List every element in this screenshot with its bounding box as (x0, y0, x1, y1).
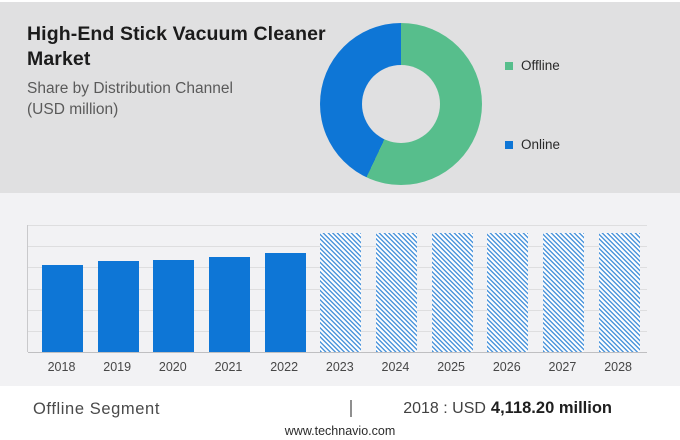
page-subtitle-line1: Share by Distribution Channel (27, 80, 233, 97)
page-subtitle-line2: (USD million) (27, 101, 119, 118)
x-tick-label-2025: 2025 (437, 360, 466, 374)
footer-value: 2018 : USD 4,118.20 million (403, 399, 612, 418)
page-title-line2: Market (27, 48, 91, 70)
bar-2022 (264, 253, 306, 352)
x-tick-label-2026: 2026 (492, 360, 521, 374)
footer-value-amount: 4,118.20 million (490, 399, 612, 417)
x-tick-label-2021: 2021 (214, 360, 243, 374)
x-tick-label-2027: 2027 (548, 360, 577, 374)
legend-item-offline: Offline (505, 58, 560, 73)
bar-2026-forecast (487, 233, 529, 352)
x-tick-label-2019: 2019 (103, 360, 132, 374)
x-tick-label-2022: 2022 (270, 360, 299, 374)
x-tick-label-2020: 2020 (158, 360, 187, 374)
page-title-line1: High-End Stick Vacuum Cleaner (27, 23, 326, 45)
x-tick-label-2023: 2023 (325, 360, 354, 374)
gridline (28, 225, 647, 226)
page-subtitle: Share by Distribution Channel (USD milli… (27, 78, 233, 120)
footer-value-prefix: 2018 : USD (403, 400, 486, 417)
bar-2024-forecast (375, 233, 417, 352)
x-tick-label-2018: 2018 (47, 360, 76, 374)
bar-2019 (97, 261, 139, 352)
online-swatch-icon (505, 140, 513, 149)
bar-2018 (42, 264, 83, 352)
page-title: High-End Stick Vacuum Cleaner Market (27, 22, 326, 72)
bar-chart-plot (27, 225, 647, 353)
x-axis-line (28, 352, 647, 353)
donut-chart (320, 23, 482, 185)
bar-2025-forecast (431, 233, 473, 352)
legend-item-online: Online (505, 137, 560, 152)
segment-label: Offline Segment (33, 400, 161, 418)
bar-2027-forecast (542, 233, 584, 352)
x-tick-label-2024: 2024 (381, 360, 410, 374)
bar-2021 (208, 256, 250, 352)
legend-label-online: Online (521, 137, 561, 152)
donut-hole (362, 65, 440, 143)
footer-divider (350, 400, 352, 417)
x-tick-label-2028: 2028 (604, 360, 632, 374)
website-link[interactable]: www.technavio.com (284, 424, 396, 438)
bar-2023-forecast (320, 233, 362, 352)
bar-2020 (153, 260, 195, 352)
bar-2028-forecast (598, 233, 640, 352)
offline-swatch-icon (505, 61, 513, 70)
legend-label-offline: Offline (521, 58, 560, 73)
